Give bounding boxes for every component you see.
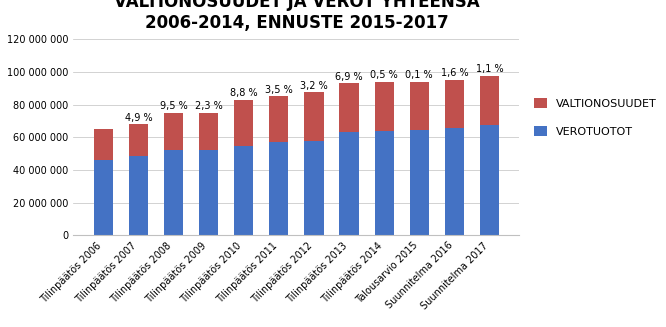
Bar — [269, 142, 288, 235]
Text: 1,1 %: 1,1 % — [476, 64, 503, 74]
Text: 9,5 %: 9,5 % — [160, 101, 187, 111]
Bar — [164, 150, 183, 235]
Bar — [304, 92, 324, 141]
Bar — [94, 160, 113, 235]
Title: VALTIONOSUUDET JA VEROT YHTEENSÄ
2006-2014, ENNUSTE 2015-2017: VALTIONOSUUDET JA VEROT YHTEENSÄ 2006-20… — [114, 0, 480, 32]
Text: 0,5 %: 0,5 % — [370, 70, 398, 80]
Bar — [374, 131, 394, 235]
Bar — [445, 80, 464, 128]
Bar — [269, 96, 288, 142]
Text: 1,6 %: 1,6 % — [441, 68, 468, 78]
Bar — [129, 156, 148, 235]
Text: 2,3 %: 2,3 % — [194, 101, 222, 111]
Bar — [340, 83, 359, 132]
Text: 0,1 %: 0,1 % — [406, 70, 433, 80]
Bar — [234, 146, 253, 235]
Text: 3,5 %: 3,5 % — [265, 85, 293, 95]
Bar — [164, 113, 183, 150]
Bar — [129, 124, 148, 156]
Text: 3,2 %: 3,2 % — [300, 81, 328, 91]
Legend: VALTIONOSUUDET, VEROTUOTOT: VALTIONOSUUDET, VEROTUOTOT — [529, 94, 661, 141]
Bar — [410, 130, 429, 235]
Text: 6,9 %: 6,9 % — [335, 72, 363, 82]
Text: 8,8 %: 8,8 % — [230, 88, 258, 98]
Bar — [374, 82, 394, 131]
Bar — [340, 132, 359, 235]
Bar — [445, 128, 464, 235]
Text: 4,9 %: 4,9 % — [125, 112, 152, 123]
Bar — [199, 150, 218, 235]
Bar — [410, 82, 429, 130]
Bar — [94, 129, 113, 160]
Bar — [234, 100, 253, 146]
Bar — [480, 76, 500, 125]
Bar — [480, 125, 500, 235]
Bar — [199, 113, 218, 150]
Bar — [304, 141, 324, 235]
